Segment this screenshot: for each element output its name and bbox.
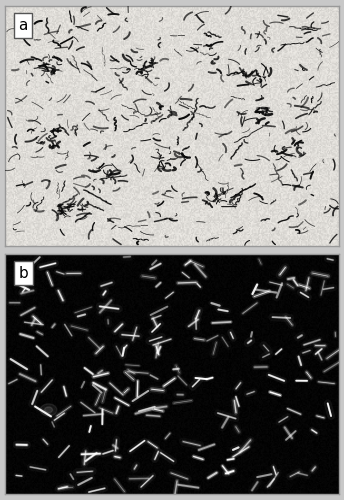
Text: b: b	[19, 266, 28, 280]
Text: a: a	[19, 18, 28, 33]
Circle shape	[40, 404, 57, 416]
Circle shape	[44, 407, 53, 412]
